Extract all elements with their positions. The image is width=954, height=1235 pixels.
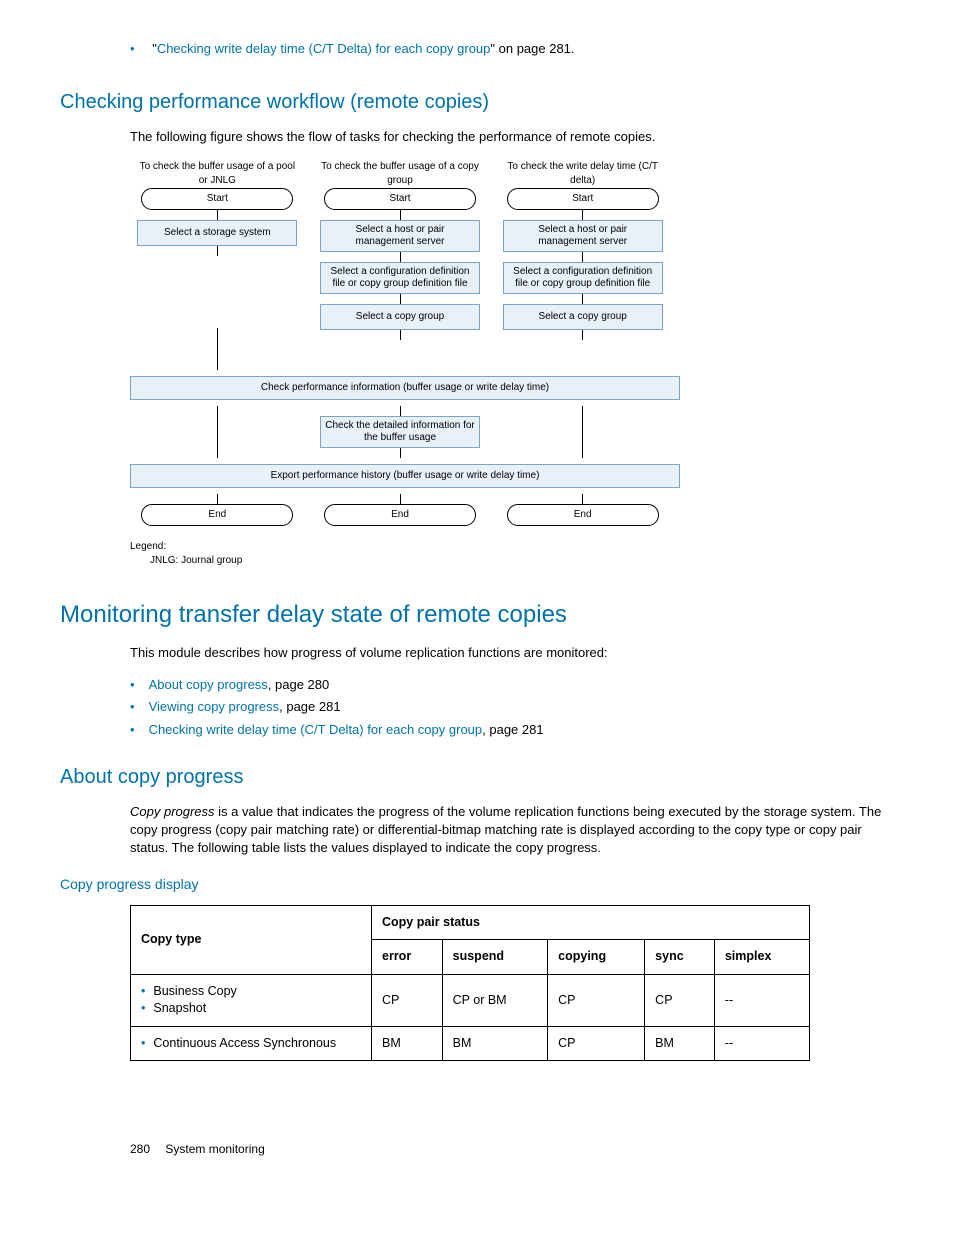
table-row: •Continuous Access Synchronous BM BM CP … [131, 1026, 810, 1061]
table-caption: Copy progress display [60, 875, 894, 895]
fc-start-1: Start [141, 188, 293, 210]
top-bullet-suffix: " on page 281. [490, 41, 574, 56]
legend-label: Legend: [130, 540, 670, 554]
fc-col3-step3: Select a copy group [503, 304, 663, 330]
flowchart: To check the buffer usage of a pool or J… [130, 160, 670, 568]
fc-mid-detail: Check the detailed information for the b… [320, 416, 480, 448]
fc-header-3: To check the write delay time (C/T delta… [495, 160, 670, 188]
fc-col2-step1: Select a host or pair management server [320, 220, 480, 252]
fc-col2-step3: Select a copy group [320, 304, 480, 330]
r1-t1: Business Copy [153, 984, 236, 998]
top-bullet: "Checking write delay time (C/T Delta) f… [130, 40, 894, 58]
sec2-body: This module describes how progress of vo… [130, 644, 894, 662]
footer-page-number: 280 [130, 1142, 150, 1156]
cell: BM [442, 1026, 548, 1061]
list-item: About copy progress, page 280 [130, 676, 894, 694]
fc-start-3: Start [507, 188, 659, 210]
th-copy-type: Copy type [131, 905, 372, 974]
footer-title: System monitoring [165, 1142, 264, 1156]
copy-progress-table: Copy type Copy pair status error suspend… [130, 905, 810, 1062]
fc-header-2: To check the buffer usage of a copy grou… [313, 160, 488, 188]
table-row: Copy type Copy pair status [131, 905, 810, 940]
cell: BM [372, 1026, 443, 1061]
th-simplex: simplex [714, 940, 809, 975]
list-item: Checking write delay time (C/T Delta) fo… [130, 721, 894, 739]
sec3-em: Copy progress [130, 804, 215, 819]
cell: CP [548, 1026, 645, 1061]
cell: CP or BM [442, 974, 548, 1026]
top-bullet-link[interactable]: Checking write delay time (C/T Delta) fo… [157, 41, 491, 56]
flowchart-col-1: To check the buffer usage of a pool or J… [130, 160, 305, 370]
cell: CP [548, 974, 645, 1026]
link-page-2: , page 281 [482, 722, 543, 737]
fc-col3-step2: Select a configuration definition file o… [503, 262, 663, 294]
th-suspend: suspend [442, 940, 548, 975]
sec1-body: The following figure shows the flow of t… [130, 128, 894, 146]
cell: CP [645, 974, 715, 1026]
cell: -- [714, 974, 809, 1026]
cell-copy-type-1: •Business Copy •Snapshot [131, 974, 372, 1026]
link-page-0: , page 280 [268, 677, 329, 692]
flowchart-col-2: To check the buffer usage of a copy grou… [313, 160, 488, 370]
section-heading-transfer-delay: Monitoring transfer delay state of remot… [60, 598, 894, 632]
sec3-rest: is a value that indicates the progress o… [130, 804, 881, 855]
table-row: •Business Copy •Snapshot CP CP or BM CP … [131, 974, 810, 1026]
fc-wide-check: Check performance information (buffer us… [130, 376, 680, 400]
link-checking-write-delay[interactable]: Checking write delay time (C/T Delta) fo… [149, 722, 483, 737]
list-item: Viewing copy progress, page 281 [130, 698, 894, 716]
fc-end-1: End [141, 504, 293, 526]
cell: CP [372, 974, 443, 1026]
sec2-link-list: About copy progress, page 280 Viewing co… [130, 676, 894, 739]
th-copying: copying [548, 940, 645, 975]
cell: -- [714, 1026, 809, 1061]
link-page-1: , page 281 [279, 699, 340, 714]
cell-copy-type-2: •Continuous Access Synchronous [131, 1026, 372, 1061]
link-about-copy-progress[interactable]: About copy progress [149, 677, 268, 692]
legend-text: JNLG: Journal group [150, 554, 670, 568]
fc-header-1: To check the buffer usage of a pool or J… [130, 160, 305, 188]
flowchart-col-3: To check the write delay time (C/T delta… [495, 160, 670, 370]
fc-end-2: End [324, 504, 476, 526]
flowchart-legend: Legend: JNLG: Journal group [130, 540, 670, 568]
th-pair-status: Copy pair status [372, 905, 810, 940]
th-error: error [372, 940, 443, 975]
fc-col1-step1: Select a storage system [137, 220, 297, 246]
page-footer: 280 System monitoring [130, 1141, 894, 1158]
section-heading-about-copy-progress: About copy progress [60, 763, 894, 791]
fc-col3-step1: Select a host or pair management server [503, 220, 663, 252]
th-sync: sync [645, 940, 715, 975]
link-viewing-copy-progress[interactable]: Viewing copy progress [149, 699, 280, 714]
cell: BM [645, 1026, 715, 1061]
fc-start-2: Start [324, 188, 476, 210]
fc-end-3: End [507, 504, 659, 526]
sec3-body: Copy progress is a value that indicates … [130, 803, 894, 858]
section-heading-performance-workflow: Checking performance workflow (remote co… [60, 88, 894, 116]
fc-wide-export: Export performance history (buffer usage… [130, 464, 680, 488]
r2-t1: Continuous Access Synchronous [153, 1036, 336, 1050]
r1-t2: Snapshot [153, 1001, 206, 1015]
fc-col2-step2: Select a configuration definition file o… [320, 262, 480, 294]
